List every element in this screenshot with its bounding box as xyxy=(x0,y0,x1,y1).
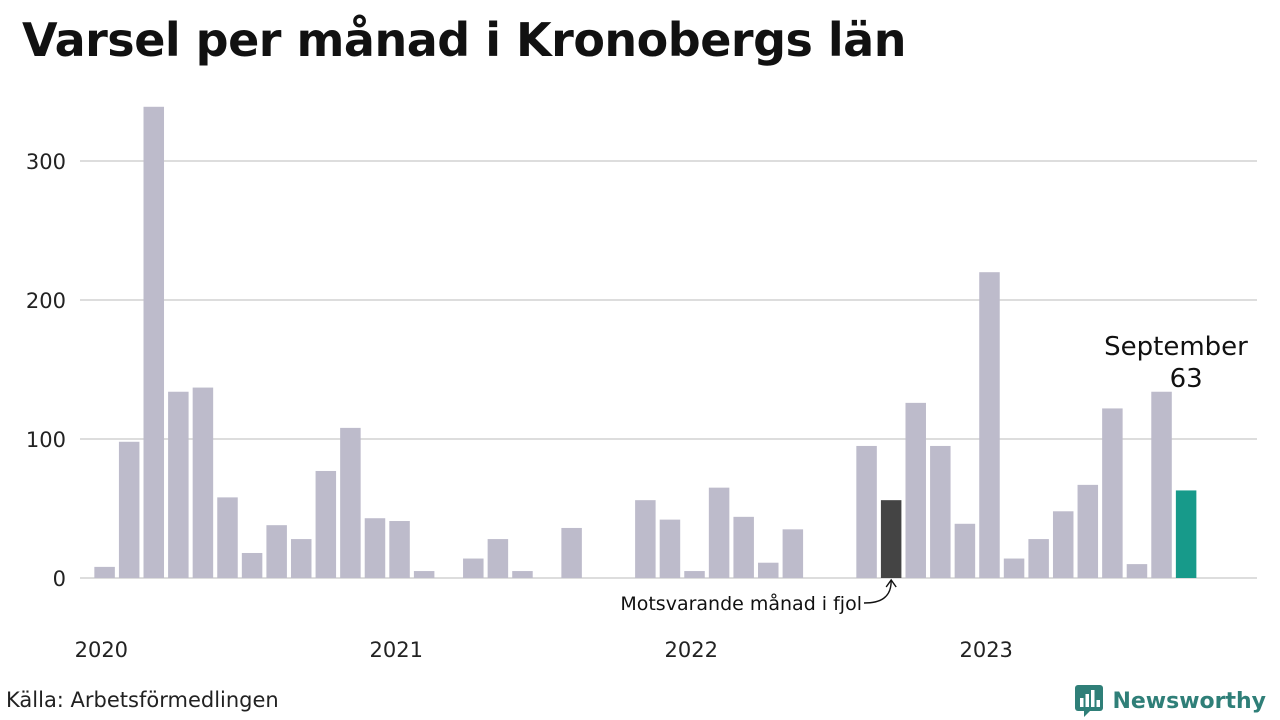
bar xyxy=(1102,408,1123,578)
y-tick-label: 200 xyxy=(26,289,66,313)
bar xyxy=(954,523,976,578)
source-label: Källa: Arbetsförmedlingen xyxy=(6,688,279,712)
bar xyxy=(315,470,337,578)
bar xyxy=(880,500,902,578)
bar xyxy=(930,445,951,578)
bar xyxy=(241,552,263,578)
bar xyxy=(733,516,754,578)
reference-month-label: Motsvarande månad i fjol xyxy=(620,592,862,615)
bar xyxy=(758,562,779,578)
bar xyxy=(905,402,926,578)
bar xyxy=(1052,511,1074,578)
bar xyxy=(561,527,582,578)
y-tick-label: 300 xyxy=(26,150,66,174)
arrow-head-icon xyxy=(885,578,897,588)
bar xyxy=(684,571,705,578)
newsworthy-logo-icon xyxy=(1075,685,1104,717)
highlight-value-label: 63 xyxy=(1170,364,1203,394)
bar xyxy=(782,529,804,578)
y-tick-label: 100 xyxy=(26,428,66,452)
bar xyxy=(635,500,656,578)
bar xyxy=(856,445,877,578)
bar xyxy=(118,441,140,578)
bar xyxy=(168,391,189,578)
chart-title: Varsel per månad i Kronobergs län xyxy=(22,13,906,67)
x-tick-label: 2020 xyxy=(75,638,128,662)
x-tick-label: 2023 xyxy=(959,638,1012,662)
bar xyxy=(1126,564,1148,578)
highlight-month-label: September xyxy=(1104,332,1248,362)
bar xyxy=(143,106,165,578)
bar xyxy=(192,387,214,578)
bar xyxy=(979,272,1000,578)
bar xyxy=(708,487,730,578)
y-tick-label: 0 xyxy=(53,567,66,591)
bar xyxy=(290,539,312,578)
reference-arrow-icon xyxy=(863,580,892,604)
x-tick-label: 2021 xyxy=(370,638,423,662)
x-tick-label: 2022 xyxy=(665,638,718,662)
bar xyxy=(512,571,533,578)
bar xyxy=(1175,490,1197,578)
bar xyxy=(94,566,115,578)
bar xyxy=(487,539,509,578)
bar xyxy=(217,497,238,578)
brand-name: Newsworthy xyxy=(1112,688,1266,714)
bar xyxy=(340,427,361,578)
bar xyxy=(463,558,484,578)
bar xyxy=(364,518,386,578)
brand: Newsworthy xyxy=(1074,684,1266,718)
bar xyxy=(1003,558,1025,578)
bar xyxy=(266,525,287,578)
bar xyxy=(1028,539,1049,578)
bar xyxy=(413,571,435,578)
bar xyxy=(389,521,410,578)
bar xyxy=(659,519,681,578)
bar xyxy=(1077,484,1099,578)
bar xyxy=(1151,391,1172,578)
